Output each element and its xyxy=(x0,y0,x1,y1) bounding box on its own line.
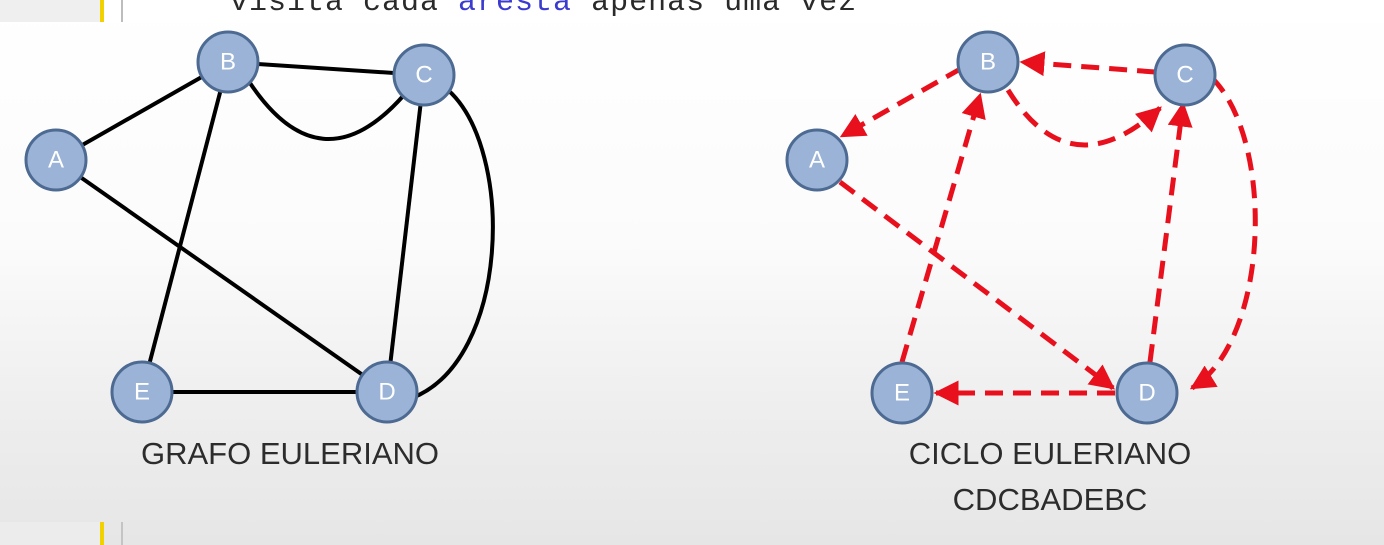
node-a: A xyxy=(785,128,849,192)
arrow-d-to-c xyxy=(1147,101,1193,363)
arrow-b-to-c xyxy=(1005,88,1162,148)
right-graph-caption-title: CICLO EULERIANO xyxy=(908,436,1192,471)
arrow-a-to-d xyxy=(838,180,1115,390)
svg-text:C: C xyxy=(1176,62,1193,89)
change-marker-bottom xyxy=(100,522,104,545)
arrow-b-to-a xyxy=(839,65,964,139)
node-c: C xyxy=(1153,43,1217,107)
svg-text:E: E xyxy=(134,379,150,406)
node-e: E xyxy=(110,360,174,424)
arrow-e-to-b xyxy=(899,92,986,363)
svg-text:B: B xyxy=(220,49,236,76)
code-editor-strip-bottom xyxy=(0,522,1384,545)
code-line: visita cada aresta apenas uma vez xyxy=(230,0,857,20)
line-number-gutter-bottom xyxy=(0,522,100,545)
edge-c-d-curved xyxy=(411,88,495,400)
node-b: B xyxy=(956,30,1020,94)
left-graph: A B C D E xyxy=(24,30,495,424)
node-d: D xyxy=(355,360,419,424)
node-b: B xyxy=(196,30,260,94)
edge-c-d-straight xyxy=(385,74,426,393)
svg-text:E: E xyxy=(894,380,910,407)
node-a: A xyxy=(24,128,88,192)
node-e: E xyxy=(870,361,934,425)
svg-text:A: A xyxy=(809,147,825,174)
right-graph: A B C D E xyxy=(785,30,1258,425)
node-d: D xyxy=(1115,361,1179,425)
code-keyword: aresta xyxy=(458,0,573,20)
svg-text:C: C xyxy=(415,62,432,89)
code-text-after: apenas uma vez xyxy=(572,0,858,20)
edge-b-c-curved xyxy=(246,78,406,142)
change-marker xyxy=(100,0,104,22)
code-editor-strip: visita cada aresta apenas uma vez xyxy=(0,0,1384,22)
svg-text:D: D xyxy=(378,379,395,406)
edge-a-d xyxy=(54,158,389,394)
svg-text:D: D xyxy=(1138,380,1155,407)
svg-text:A: A xyxy=(48,147,64,174)
node-c: C xyxy=(392,43,456,107)
line-number-gutter xyxy=(0,0,100,22)
left-graph-caption: GRAFO EULERIANO xyxy=(141,436,439,471)
code-text-before: visita cada xyxy=(230,0,459,20)
svg-text:B: B xyxy=(980,49,996,76)
arrow-c-to-d xyxy=(1189,76,1258,391)
edge-b-c-straight xyxy=(227,60,425,77)
arrow-c-to-b xyxy=(1019,51,1156,77)
right-graph-caption-sequence: CDCBADEBC xyxy=(952,482,1148,517)
gutter-separator-bottom xyxy=(121,522,123,545)
edge-a-b xyxy=(55,60,229,162)
gutter-separator xyxy=(121,0,123,22)
edge-b-e xyxy=(140,61,230,393)
